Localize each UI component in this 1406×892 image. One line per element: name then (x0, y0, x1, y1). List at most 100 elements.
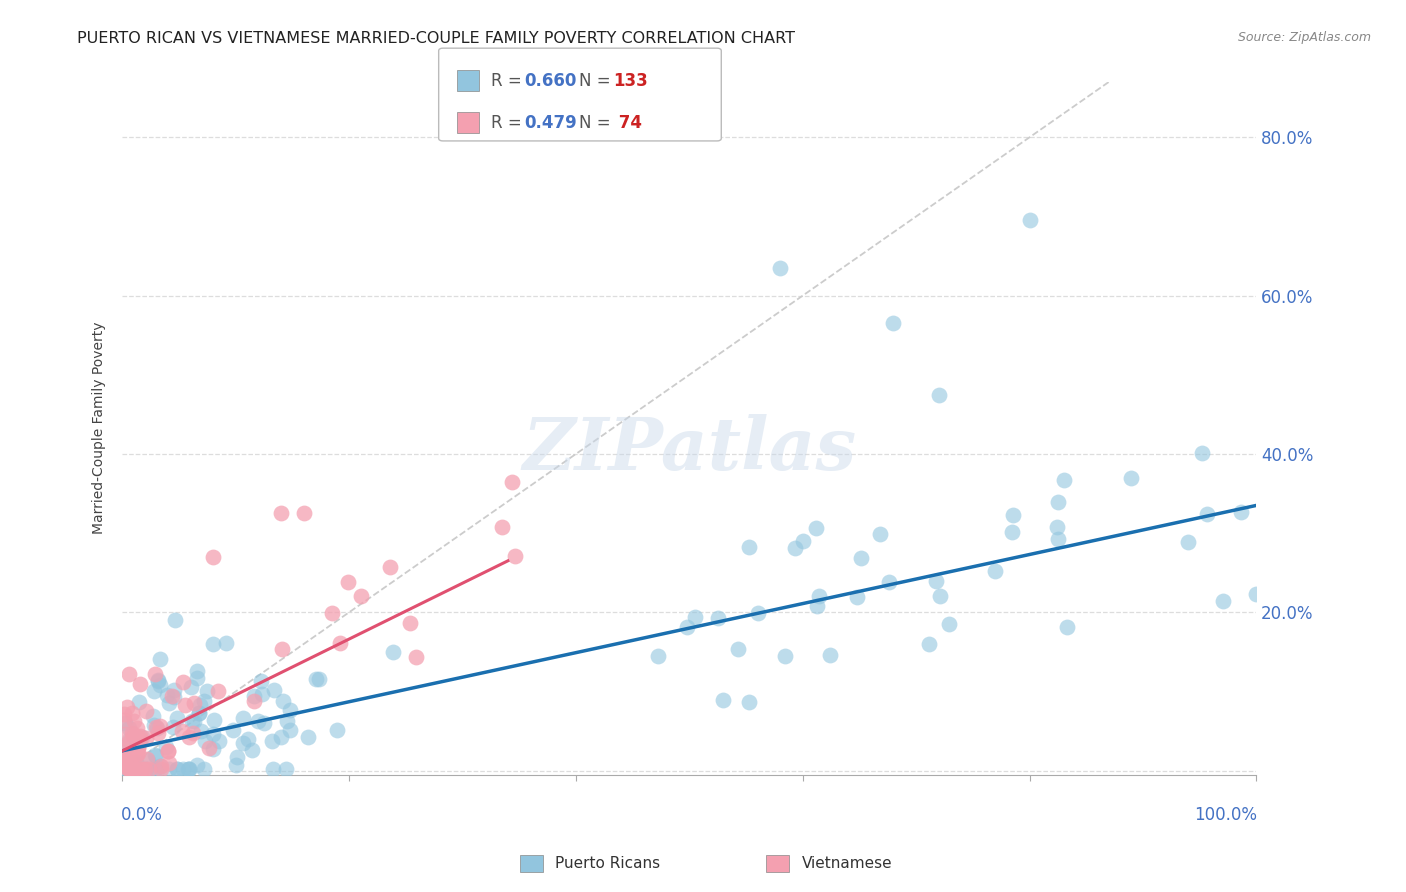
Point (938, 616, 960, 631)
Point (173, 762, 195, 776)
Point (278, 703, 301, 717)
Point (163, 682, 186, 697)
Point (112, 754, 135, 768)
Point (186, 757, 208, 772)
Text: 0.479: 0.479 (524, 113, 578, 131)
Point (501, 475, 523, 489)
Point (278, 723, 301, 737)
Point (127, 762, 149, 776)
Point (1046, 519, 1069, 533)
Point (326, 723, 349, 737)
Point (166, 711, 188, 725)
Point (156, 688, 179, 702)
Point (138, 762, 160, 776)
Point (869, 527, 891, 541)
Point (250, 673, 273, 688)
Point (1053, 473, 1076, 487)
Point (149, 759, 172, 773)
Point (738, 695, 761, 709)
Point (122, 762, 145, 776)
Point (792, 534, 814, 549)
Point (121, 729, 143, 743)
Point (128, 695, 150, 709)
Point (194, 734, 217, 748)
Point (143, 718, 166, 732)
Point (131, 730, 153, 744)
Point (114, 715, 136, 730)
Text: R =: R = (491, 113, 527, 131)
Point (145, 748, 167, 763)
Point (117, 761, 139, 775)
Point (305, 673, 328, 687)
Point (683, 610, 706, 624)
Point (381, 645, 404, 659)
Point (135, 704, 157, 718)
Point (193, 694, 215, 708)
Point (263, 683, 285, 698)
Point (232, 736, 254, 750)
Point (143, 684, 166, 698)
Point (711, 693, 734, 707)
Point (124, 735, 146, 749)
Point (262, 762, 284, 776)
Point (242, 689, 264, 703)
Point (149, 651, 172, 665)
Text: Puerto Ricans: Puerto Ricans (555, 856, 661, 871)
Point (292, 506, 315, 520)
Point (121, 751, 143, 765)
Text: N =: N = (579, 113, 616, 131)
Point (503, 549, 526, 564)
Point (243, 694, 266, 708)
Point (187, 706, 209, 721)
Point (166, 762, 188, 776)
Point (114, 748, 136, 763)
Point (247, 714, 270, 728)
Point (181, 726, 204, 740)
Point (260, 734, 283, 748)
Point (769, 260, 792, 275)
Point (747, 606, 769, 620)
Point (146, 762, 169, 776)
Point (127, 740, 149, 755)
Point (882, 316, 904, 330)
Point (111, 745, 134, 759)
Point (127, 739, 149, 754)
Point (122, 714, 145, 728)
Point (118, 762, 141, 776)
Point (250, 688, 273, 702)
Point (118, 762, 141, 776)
Point (738, 540, 761, 554)
Point (253, 716, 276, 731)
Point (274, 762, 297, 776)
Point (202, 742, 225, 756)
Point (118, 735, 141, 749)
Point (118, 667, 141, 681)
Point (177, 730, 200, 744)
Text: Source: ZipAtlas.com: Source: ZipAtlas.com (1237, 31, 1371, 45)
Point (188, 698, 211, 712)
Point (138, 754, 160, 768)
Point (172, 674, 194, 689)
Point (818, 648, 841, 662)
Point (270, 506, 292, 520)
Point (1047, 532, 1070, 546)
Point (125, 762, 148, 776)
Point (162, 720, 184, 734)
Point (1018, 213, 1040, 227)
Point (142, 709, 165, 723)
Point (146, 721, 169, 735)
Point (849, 550, 872, 565)
Point (157, 756, 180, 770)
Point (225, 749, 247, 764)
Point (112, 759, 135, 773)
Point (125, 756, 148, 770)
Point (146, 673, 169, 687)
Point (186, 671, 208, 685)
Point (112, 762, 135, 776)
Point (271, 694, 294, 708)
Point (924, 574, 946, 589)
Point (276, 714, 298, 728)
Point (879, 574, 901, 589)
Point (122, 762, 145, 776)
Point (405, 650, 427, 665)
